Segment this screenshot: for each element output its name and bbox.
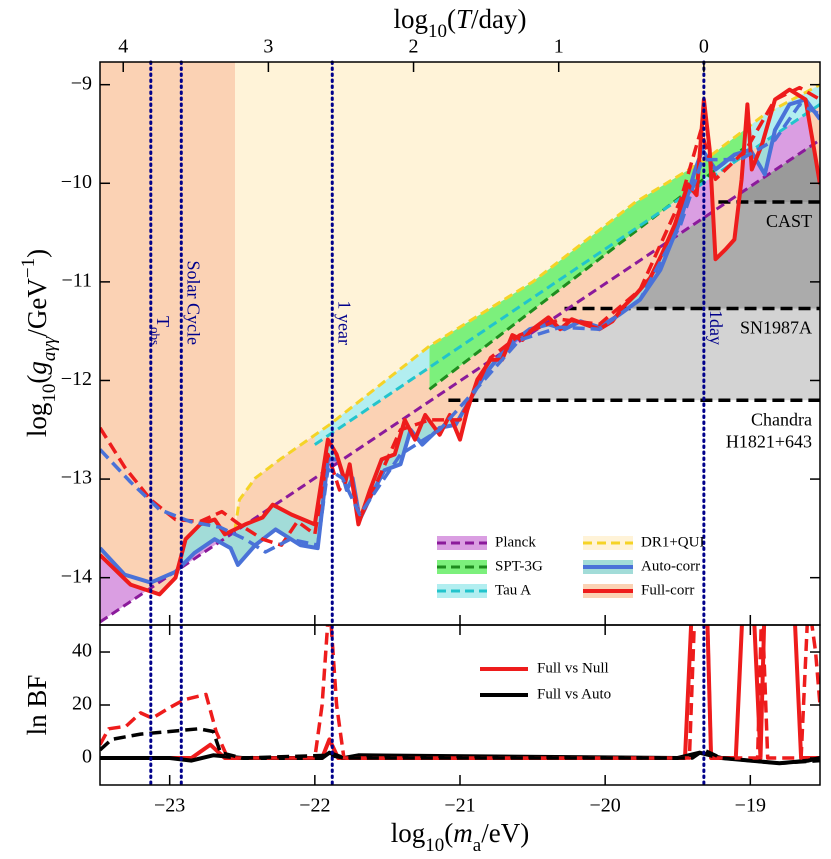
limit-label: H1821+643 xyxy=(726,431,812,451)
legend-label: Full-corr xyxy=(641,582,694,598)
series-line xyxy=(313,103,820,446)
legend-label: Tau A xyxy=(495,582,531,598)
x2-tick-label: 0 xyxy=(699,36,709,58)
reference-label: 1day xyxy=(706,310,726,345)
series-line xyxy=(100,85,820,547)
reference-label: 1 year xyxy=(334,301,354,345)
legend-label: Full vs Auto xyxy=(537,686,611,702)
legend-swatch xyxy=(437,560,487,574)
x-tick-label: −20 xyxy=(590,795,621,817)
legend-swatch xyxy=(583,536,633,550)
y-tick-label: −9 xyxy=(71,72,92,94)
x-tick-label: −19 xyxy=(735,795,766,817)
bottom-frame xyxy=(99,624,821,786)
series-line xyxy=(100,102,820,554)
y-tick-label: −14 xyxy=(61,565,92,587)
constraint-region xyxy=(235,62,820,530)
x2-tick-label: 1 xyxy=(554,36,564,58)
reference-label: Solar Cycle xyxy=(183,261,203,345)
top-plot-area xyxy=(100,62,820,624)
x-axis-label: log10(ma/eV) xyxy=(391,818,529,856)
reference-label-part: 1day xyxy=(706,310,726,345)
x2-tick-label: 3 xyxy=(263,36,273,58)
y-tick-label: 0 xyxy=(82,746,92,768)
bottom-y-axis-label: ln BF xyxy=(22,675,52,736)
legend-label: SPT-3G xyxy=(495,558,543,574)
reference-label-part: obs xyxy=(147,327,162,345)
y-tick-label: −13 xyxy=(61,467,92,489)
y-tick-label: −12 xyxy=(61,368,92,390)
y-tick-label: −11 xyxy=(61,269,92,291)
top-y-axis-label: log10(gaγγ/GeV−1) xyxy=(18,249,60,437)
limit-label: Chandra xyxy=(751,409,812,429)
x-tick-label: −21 xyxy=(444,795,475,817)
y-tick-label: 40 xyxy=(72,640,92,662)
y-tick-label: −10 xyxy=(61,171,92,193)
top-axis-label: log10(T/day) xyxy=(393,4,526,42)
x2-tick-label: 2 xyxy=(409,36,419,58)
legend-swatch xyxy=(437,536,487,550)
x-tick-label: −23 xyxy=(154,795,185,817)
legend-label: DR1+QUI xyxy=(641,534,704,550)
reference-label-part: T xyxy=(153,316,173,327)
legend-swatch xyxy=(437,584,487,598)
legend-label: Full vs Null xyxy=(537,660,609,676)
series-line xyxy=(233,83,820,530)
legend-label: Planck xyxy=(495,534,536,550)
limit-label: CAST xyxy=(766,211,812,231)
x-tick-label: −22 xyxy=(299,795,330,817)
reference-label-part: 1 year xyxy=(334,301,354,345)
x2-tick-label: 4 xyxy=(118,36,128,58)
legend-label: Auto-corr xyxy=(641,558,700,574)
limit-label: SN1987A xyxy=(740,318,812,338)
reference-label-part: Solar Cycle xyxy=(183,261,203,345)
y-tick-label: 20 xyxy=(72,693,92,715)
reference-label: Tobs xyxy=(147,316,172,345)
